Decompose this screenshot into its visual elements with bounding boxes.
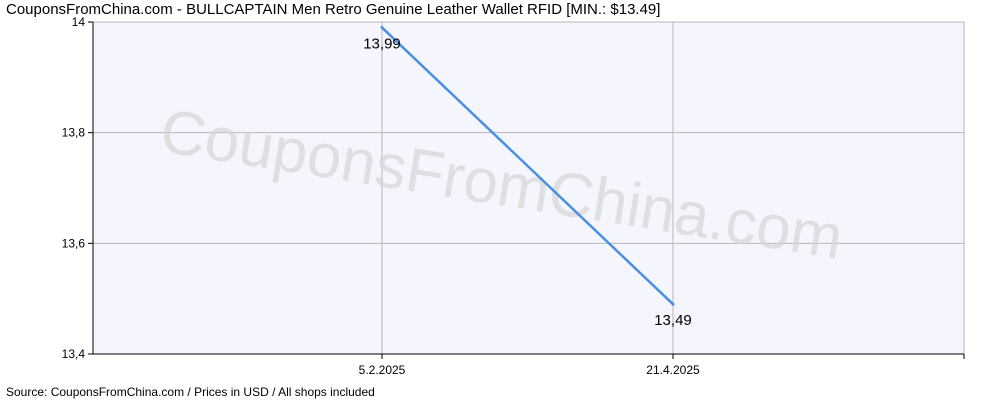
data-point	[671, 302, 675, 306]
price-series	[380, 26, 675, 306]
y-tick-label: 13,4	[62, 347, 86, 361]
y-tick-label: 13,8	[62, 126, 86, 140]
data-label: 13,49	[654, 312, 692, 329]
data-point	[380, 26, 384, 30]
chart-title: CouponsFromChina.com - BULLCAPTAIN Men R…	[6, 1, 661, 18]
axes	[88, 21, 965, 359]
data-labels: 13,99 13,49	[363, 36, 692, 330]
plot-area	[93, 22, 964, 354]
tick-labels: 13,4 13,6 13,8 14 5.2.2025 21.4.2025	[62, 15, 700, 377]
y-tick-label: 14	[72, 15, 86, 29]
source-footer: Source: CouponsFromChina.com / Prices in…	[6, 385, 375, 399]
data-label: 13,99	[363, 36, 401, 53]
x-tick-label: 21.4.2025	[646, 363, 700, 377]
x-tick-label: 5.2.2025	[359, 363, 406, 377]
y-tick-label: 13,6	[62, 236, 86, 250]
price-line	[381, 26, 674, 306]
